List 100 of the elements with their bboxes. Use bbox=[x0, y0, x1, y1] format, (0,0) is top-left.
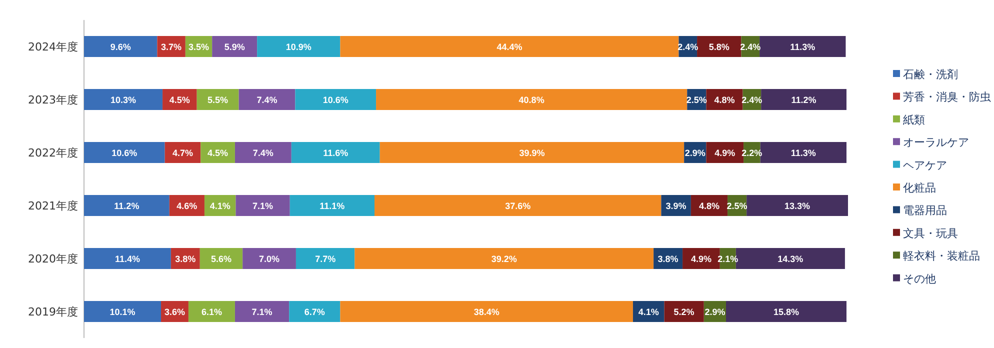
data-label: 39.2% bbox=[491, 254, 517, 264]
data-label: 2.5% bbox=[726, 201, 748, 211]
data-label: 5.8% bbox=[708, 42, 730, 52]
data-label: 11.3% bbox=[790, 42, 816, 52]
data-label: 7.0% bbox=[259, 254, 280, 264]
data-label: 4.1% bbox=[210, 201, 230, 211]
data-label: 3.8% bbox=[658, 254, 678, 264]
data-label: 2.9% bbox=[684, 148, 706, 158]
bar bbox=[238, 89, 296, 110]
bar bbox=[340, 301, 633, 322]
data-label: 7.7% bbox=[315, 254, 336, 264]
data-label: 13.3% bbox=[784, 201, 810, 211]
bar bbox=[376, 89, 688, 110]
data-label: 10.3% bbox=[110, 95, 136, 105]
data-label: 3.6% bbox=[164, 307, 185, 317]
data-label: 2.9% bbox=[704, 307, 726, 317]
data-label: 5.9% bbox=[224, 42, 245, 52]
data-label: 44.4% bbox=[496, 42, 522, 52]
legend-label: ヘアケア bbox=[903, 158, 947, 172]
legend-label: その他 bbox=[903, 272, 936, 286]
data-label: 3.7% bbox=[161, 42, 182, 52]
bar bbox=[374, 195, 662, 216]
bar bbox=[291, 142, 380, 163]
data-label: 3.9% bbox=[666, 201, 686, 211]
bar bbox=[236, 195, 290, 216]
data-label: 38.4% bbox=[474, 307, 500, 317]
data-label: 7.4% bbox=[252, 148, 274, 158]
data-label: 6.1% bbox=[201, 307, 222, 317]
data-label: 14.3% bbox=[778, 254, 804, 264]
legend-label: 芳香・消臭・防虫 bbox=[903, 90, 991, 104]
bar bbox=[746, 195, 848, 216]
y-tick-label: 2020年度 bbox=[28, 252, 78, 266]
data-label: 5.2% bbox=[674, 307, 694, 317]
data-label: 2.4% bbox=[740, 42, 761, 52]
bar bbox=[257, 36, 340, 57]
data-label: 2.1% bbox=[718, 254, 738, 264]
bar bbox=[296, 248, 355, 269]
y-tick-label: 2023年度 bbox=[28, 94, 78, 106]
data-label: 11.2% bbox=[114, 201, 140, 211]
bar bbox=[761, 89, 846, 110]
data-label: 9.6% bbox=[110, 42, 131, 52]
bar bbox=[289, 301, 340, 322]
legend-label: 軽衣料・装粧品 bbox=[903, 250, 980, 263]
bar bbox=[84, 301, 162, 322]
bar bbox=[354, 248, 654, 269]
data-label: 3.5% bbox=[188, 42, 210, 52]
data-label: 10.6% bbox=[322, 95, 348, 105]
data-label: 4.5% bbox=[169, 95, 190, 105]
data-label: 7.1% bbox=[252, 201, 274, 211]
data-label: 6.7% bbox=[304, 307, 325, 317]
bar bbox=[234, 142, 292, 163]
data-label: 3.8% bbox=[175, 254, 196, 264]
bar bbox=[697, 36, 742, 57]
data-label: 4.9% bbox=[714, 148, 736, 158]
data-label: 11.2% bbox=[791, 95, 816, 105]
data-label: 7.4% bbox=[256, 95, 278, 105]
bar bbox=[234, 301, 290, 322]
data-label: 10.6% bbox=[112, 148, 138, 158]
bar bbox=[242, 248, 296, 269]
y-tick-label: 2019年度 bbox=[28, 306, 78, 318]
legend-label: 電器用品 bbox=[903, 204, 947, 218]
bar bbox=[380, 142, 684, 163]
bar bbox=[726, 301, 846, 322]
data-label: 40.8% bbox=[518, 95, 544, 105]
bar bbox=[84, 142, 165, 163]
data-label: 2.2% bbox=[742, 148, 762, 158]
data-label: 10.1% bbox=[110, 307, 136, 317]
data-label: 11.3% bbox=[790, 148, 816, 158]
bar bbox=[84, 248, 171, 269]
data-label: 37.6% bbox=[505, 201, 531, 211]
legend-label: 文具・玩具 bbox=[903, 226, 958, 240]
bar bbox=[760, 142, 846, 163]
bar bbox=[212, 36, 258, 57]
y-tick-label: 2022年度 bbox=[28, 146, 78, 160]
bar bbox=[196, 89, 239, 110]
bar bbox=[295, 89, 376, 110]
bar bbox=[760, 36, 846, 57]
data-label: 39.9% bbox=[519, 148, 545, 158]
data-label: 15.8% bbox=[773, 307, 800, 317]
data-label: 10.9% bbox=[286, 42, 312, 52]
data-label: 5.5% bbox=[208, 95, 228, 105]
bar bbox=[188, 301, 235, 322]
data-label: 11.1% bbox=[320, 201, 345, 211]
data-label: 11.4% bbox=[114, 254, 140, 264]
data-label: 4.8% bbox=[698, 201, 720, 211]
y-tick-label: 2024年度 bbox=[28, 40, 78, 54]
legend-label: 石鹸・洗剤 bbox=[903, 68, 958, 81]
bar bbox=[340, 36, 679, 57]
bar bbox=[84, 89, 163, 110]
legend-label: 化粧品 bbox=[903, 182, 936, 194]
data-label: 11.6% bbox=[323, 148, 348, 158]
data-label: 4.9% bbox=[690, 254, 712, 264]
data-label: 4.7% bbox=[172, 148, 193, 158]
data-label: 7.1% bbox=[252, 307, 272, 317]
bar bbox=[84, 195, 170, 216]
bar bbox=[664, 301, 704, 322]
legend-label: 紙類 bbox=[903, 113, 925, 126]
legend-label: オーラルケア bbox=[903, 136, 969, 150]
data-label: 4.8% bbox=[714, 95, 735, 105]
bar bbox=[200, 248, 243, 269]
